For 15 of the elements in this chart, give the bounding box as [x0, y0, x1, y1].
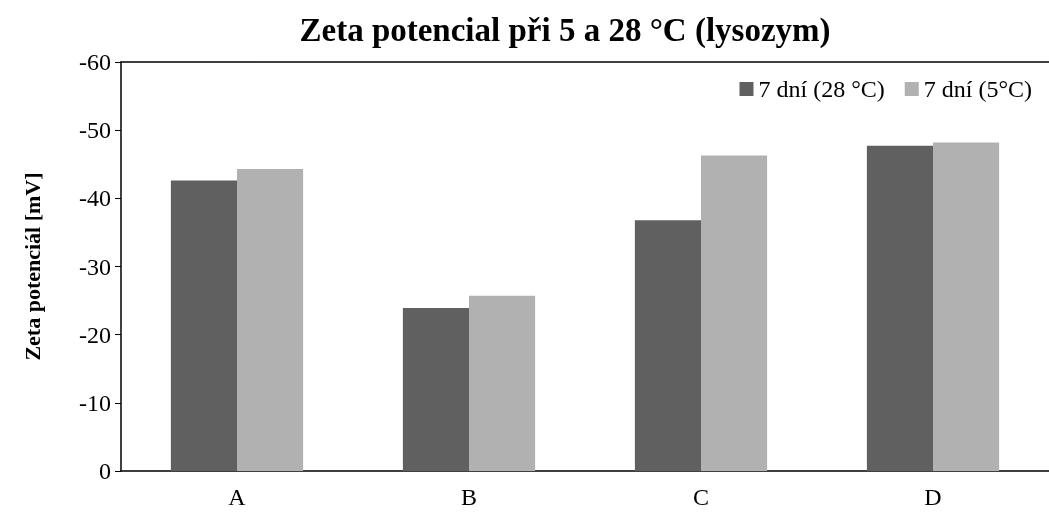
- chart-title: Zeta potencial při 5 a 28 °C (lysozym): [299, 11, 831, 49]
- x-tick-label: C: [692, 484, 710, 510]
- y-tick-label: 0: [99, 458, 111, 484]
- x-tick-label: A: [228, 484, 247, 510]
- y-tick-label: -20: [79, 321, 111, 348]
- y-tick-label: -60: [79, 49, 111, 75]
- y-tick-label: -30: [79, 253, 111, 280]
- y-tick-label: -50: [79, 117, 111, 144]
- x-tick-label: D: [924, 484, 942, 510]
- legend-label: 7 dní (28 °C): [758, 76, 885, 102]
- y-tick-label: -10: [79, 389, 111, 416]
- legend-label: 7 dní (5°C): [923, 76, 1033, 102]
- y-tick-label: -40: [79, 185, 111, 212]
- y-axis-title: Zeta potenciál [mV]: [19, 172, 45, 361]
- x-tick-label: B: [460, 484, 478, 510]
